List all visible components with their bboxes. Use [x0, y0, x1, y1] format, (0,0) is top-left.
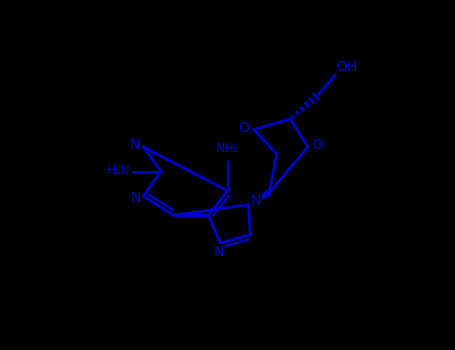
Text: OH: OH	[337, 60, 358, 74]
Text: N: N	[130, 138, 140, 152]
Text: NH₂: NH₂	[216, 142, 239, 155]
Polygon shape	[248, 189, 271, 205]
Text: O: O	[313, 138, 323, 152]
Text: N: N	[213, 245, 224, 259]
Text: N: N	[131, 191, 141, 205]
Text: H₂N: H₂N	[107, 164, 131, 177]
Text: N: N	[250, 194, 261, 208]
Text: O: O	[238, 121, 249, 135]
